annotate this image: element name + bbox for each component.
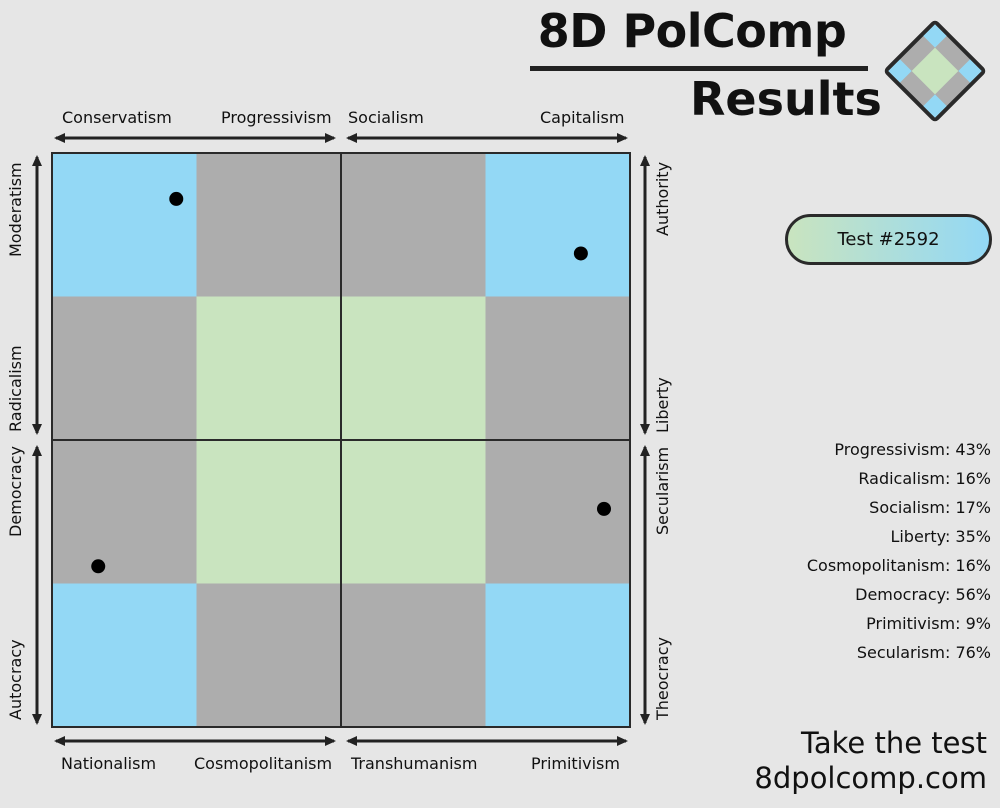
score-list: Progressivism: 43% Radicalism: 16% Socia… <box>807 435 991 667</box>
score-cosmopolitanism: Cosmopolitanism: 16% <box>806 556 991 575</box>
title-rule <box>530 66 868 71</box>
result-dot-top-right <box>573 246 588 261</box>
axis-label-transhumanism: Transhumanism <box>351 754 478 773</box>
title-line-2: Results <box>690 72 882 126</box>
arrow-left-bottom <box>32 445 42 725</box>
arrow-bottom-left <box>54 736 336 746</box>
axis-label-cosmopolitanism: Cosmopolitanism <box>194 754 333 773</box>
footer-take-test: Take the test <box>800 726 987 760</box>
grid-cell-blue <box>485 583 631 728</box>
axis-label-conservatism: Conservatism <box>62 108 172 127</box>
result-dot-bottom-right <box>596 501 611 516</box>
grid-cell-gray <box>196 583 342 728</box>
grid-cell-blue <box>52 583 197 728</box>
axis-label-progressivism: Progressivism <box>221 108 332 127</box>
grid-cell-green <box>196 440 342 584</box>
title-line-1: 8D PolComp <box>537 4 847 58</box>
grid-cell-gray <box>485 296 631 441</box>
axis-label-capitalism: Capitalism <box>540 108 625 127</box>
logo-icon <box>884 20 986 122</box>
arrow-right-top <box>640 155 650 435</box>
axis-label-primitivism: Primitivism <box>531 754 620 773</box>
result-dot-top-left <box>169 191 184 206</box>
grid-cell-gray <box>52 440 197 584</box>
arrow-top-left <box>54 133 336 143</box>
axis-label-socialism: Socialism <box>348 108 424 127</box>
axis-label-nationalism: Nationalism <box>61 754 157 773</box>
score-democracy: Democracy: 56% <box>855 585 991 604</box>
grid-cell-green <box>341 296 486 441</box>
result-dot-bottom-left <box>91 559 106 574</box>
arrow-bottom-right <box>346 736 628 746</box>
footer-url[interactable]: 8dpolcomp.com <box>754 761 987 795</box>
grid-cell-gray <box>341 583 486 728</box>
grid-cell-green <box>196 296 342 441</box>
score-radicalism: Radicalism: 16% <box>858 469 991 488</box>
grid-cell-gray <box>341 153 486 297</box>
test-badge: Test #2592 <box>785 214 992 265</box>
score-progressivism: Progressivism: 43% <box>834 440 991 459</box>
arrow-top-right <box>346 133 628 143</box>
score-primitivism: Primitivism: 9% <box>866 614 991 633</box>
score-socialism: Socialism: 17% <box>869 498 991 517</box>
grid-cell-green <box>341 440 486 584</box>
grid-cell-blue <box>52 153 197 297</box>
arrow-left-top <box>32 155 42 435</box>
score-liberty: Liberty: 35% <box>890 527 991 546</box>
arrow-right-bottom <box>640 445 650 725</box>
score-secularism: Secularism: 76% <box>856 643 991 662</box>
grid-cell-gray <box>52 296 197 441</box>
grid-cell-blue <box>485 153 631 297</box>
grid-cell-gray <box>196 153 342 297</box>
